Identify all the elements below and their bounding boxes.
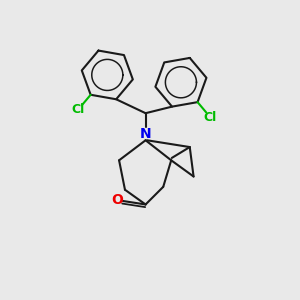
Text: Cl: Cl [204, 111, 217, 124]
Text: O: O [111, 193, 123, 207]
Text: N: N [140, 127, 152, 141]
Text: Cl: Cl [71, 103, 85, 116]
